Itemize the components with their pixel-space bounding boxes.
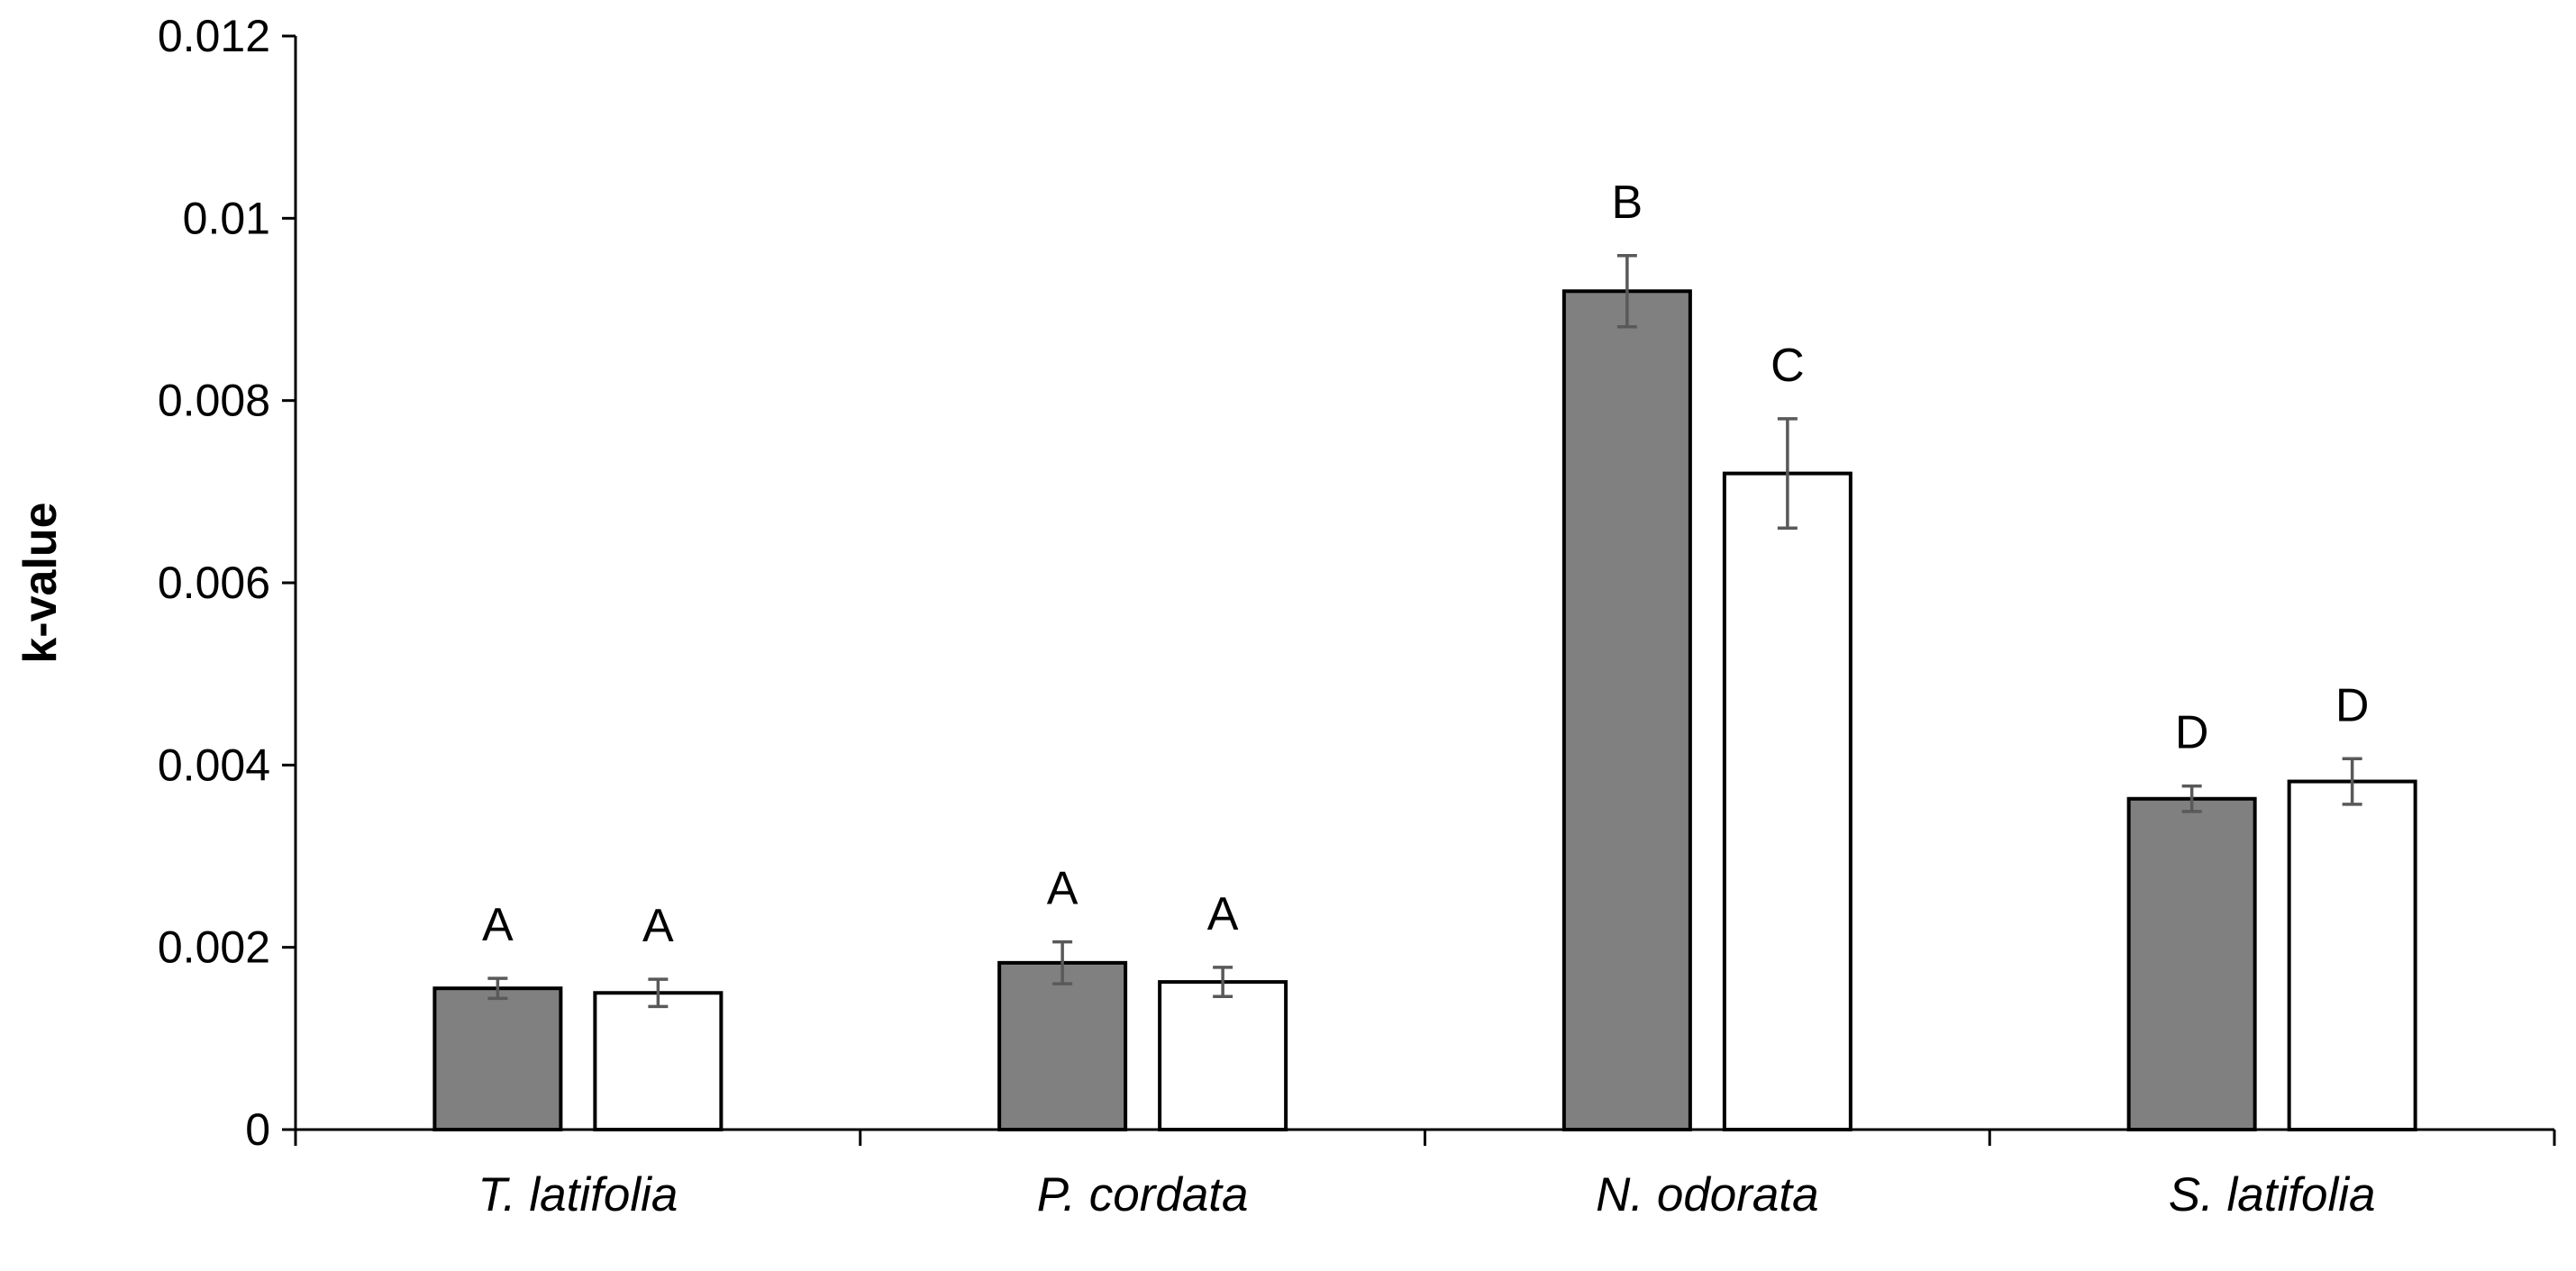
x-category-label: S. latifolia <box>2169 1168 2376 1221</box>
bar <box>1561 289 1692 1131</box>
x-category-label: N. odorata <box>1596 1168 1818 1221</box>
y-tick-label: 0 <box>245 1104 270 1155</box>
significance-label: B <box>1612 177 1643 229</box>
significance-label: A <box>482 899 514 951</box>
significance-label: A <box>642 900 674 952</box>
y-tick-label: 0.004 <box>158 740 270 790</box>
y-axis-title: k-value <box>14 502 67 663</box>
y-tick-label: 0.008 <box>158 376 270 426</box>
bar <box>997 960 1128 1131</box>
bar <box>2287 779 2417 1131</box>
bar <box>1158 980 1288 1131</box>
significance-label: D <box>2335 679 2370 731</box>
x-category-label: P. cordata <box>1037 1168 1249 1221</box>
significance-label: A <box>1047 863 1079 915</box>
significance-label: C <box>1770 340 1805 392</box>
y-tick-label: 0.006 <box>158 558 270 608</box>
significance-label: A <box>1207 888 1239 940</box>
bar <box>432 986 563 1131</box>
y-tick-label: 0.002 <box>158 922 270 973</box>
significance-label: D <box>2175 707 2209 759</box>
bar <box>2126 796 2257 1131</box>
x-category-label: T. latifolia <box>478 1168 678 1221</box>
bar <box>1722 471 1852 1131</box>
y-tick-label: 0.01 <box>183 193 270 243</box>
bar <box>593 991 724 1131</box>
y-tick-label: 0.012 <box>158 11 270 61</box>
